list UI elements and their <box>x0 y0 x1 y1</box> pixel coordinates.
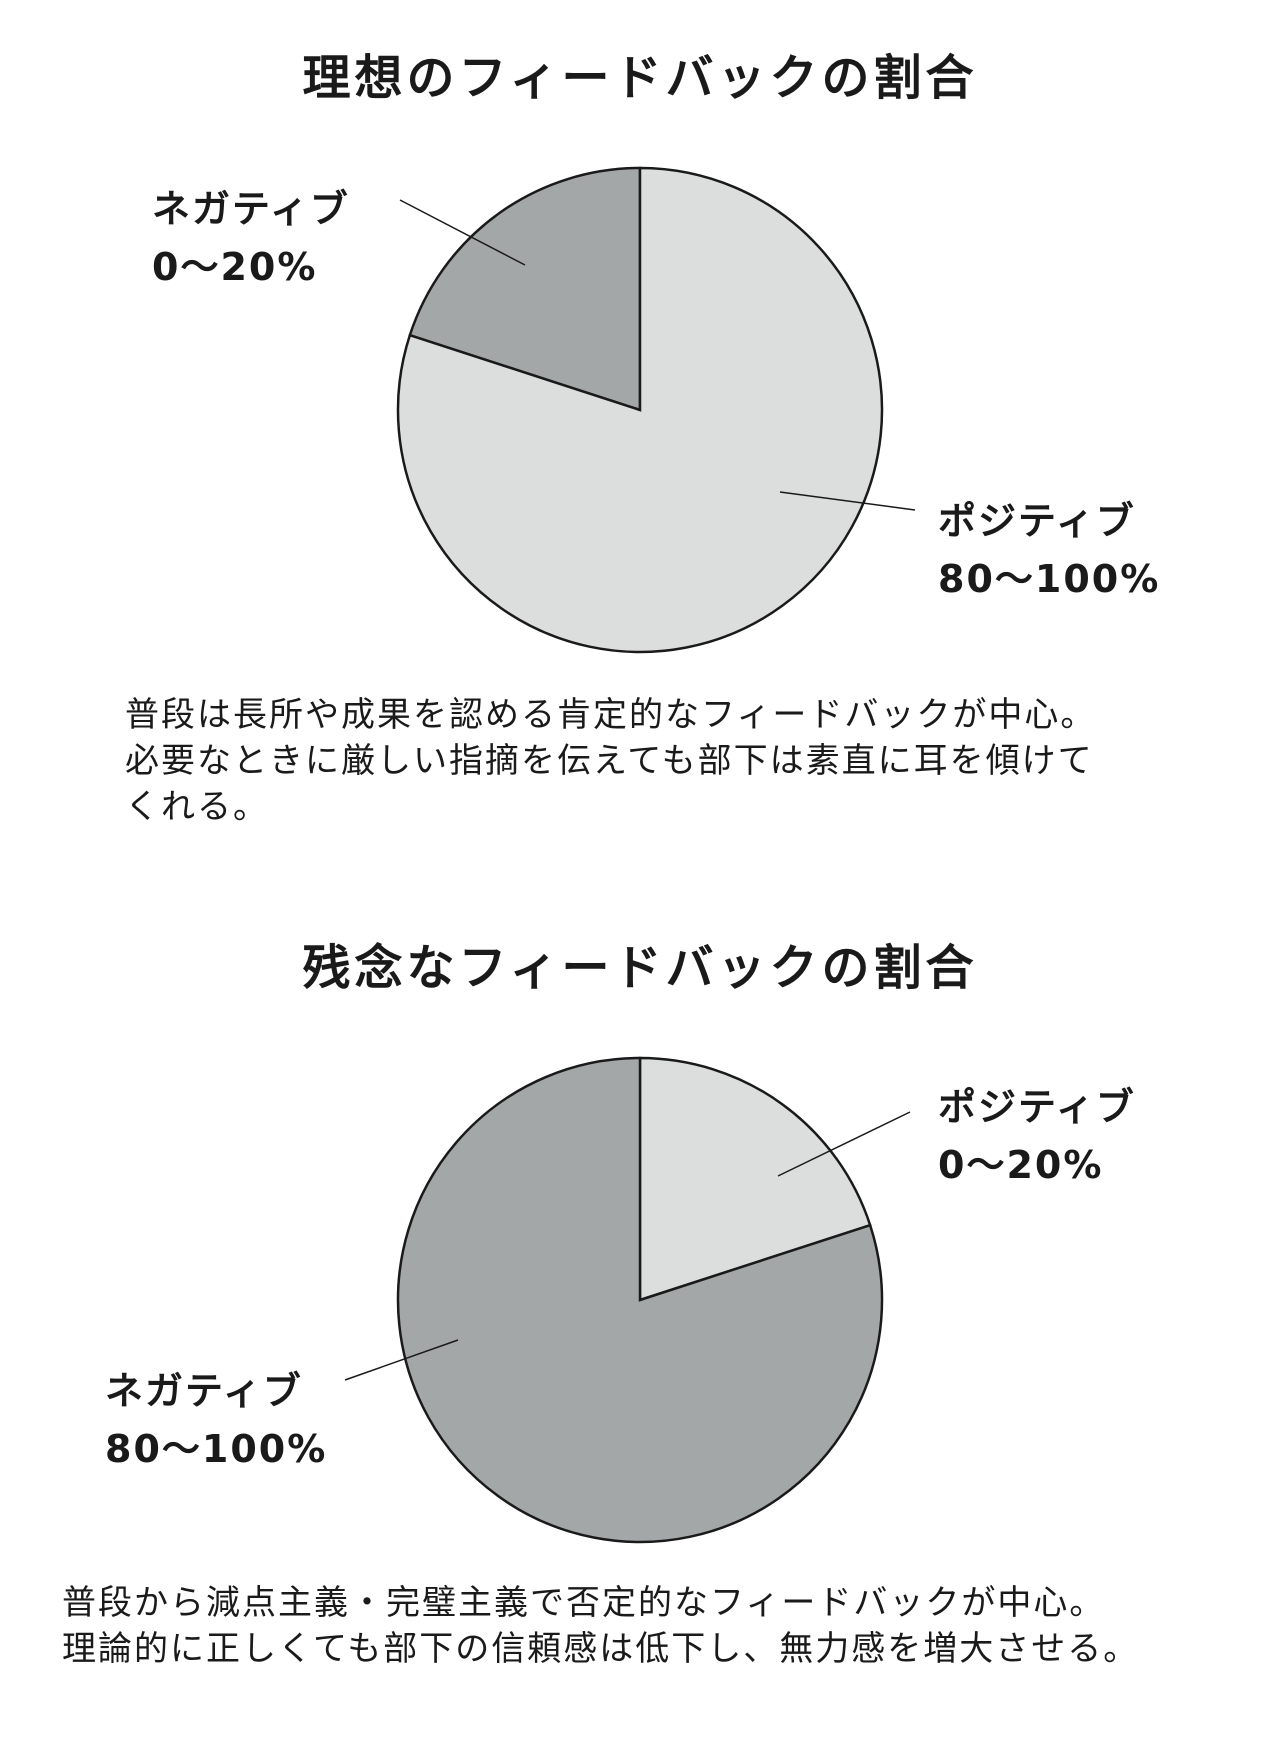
pie-slice-positive <box>396 166 884 654</box>
label-positive-name: ポジティブ <box>938 499 1136 543</box>
chart2-title: 残念なフィードバックの割合 <box>302 940 978 996</box>
chart1-title: 理想のフィードバックの割合 <box>302 50 978 106</box>
label-negative-value: 0〜20% <box>152 245 318 289</box>
chart2-caption: 普段から減点主義・完璧主義で否定的なフィードバックが中心。 理論的に正しくても部… <box>62 1580 1242 1672</box>
pie-slice-negative <box>396 1056 884 1544</box>
caption-line: くれる。 <box>125 787 269 827</box>
caption-line: 必要なときに厳しい指摘を伝えても部下は素直に耳を傾けて <box>125 741 1094 781</box>
label-negative-name: ネガティブ <box>152 187 350 231</box>
disappointing-feedback-pie <box>344 1056 911 1544</box>
leader-line-positive <box>777 1111 911 1177</box>
label-negative-value: 80〜100% <box>105 1427 328 1471</box>
label-positive-value: 80〜100% <box>938 557 1161 601</box>
label-positive-name: ポジティブ <box>938 1085 1136 1129</box>
leader-line-negative <box>344 1339 459 1381</box>
label-positive-value: 0〜20% <box>938 1143 1104 1187</box>
chart1-caption: 普段は長所や成果を認める肯定的なフィードバックが中心。 必要なときに厳しい指摘を… <box>125 692 1205 830</box>
label-positive: ポジティブ 0〜20% <box>938 1078 1136 1194</box>
label-negative: ネガティブ 80〜100% <box>105 1362 327 1478</box>
label-negative-name: ネガティブ <box>105 1369 303 1413</box>
label-positive: ポジティブ 80〜100% <box>938 492 1160 608</box>
pie-slice-negative <box>408 166 642 412</box>
ideal-feedback-pie <box>396 166 916 654</box>
leader-line-positive <box>779 491 916 511</box>
caption-line: 理論的に正しくても部下の信頼感は低下し、無力感を増大させる。 <box>62 1629 1140 1669</box>
caption-line: 普段は長所や成果を認める肯定的なフィードバックが中心。 <box>125 695 1097 735</box>
pie-slice-positive <box>638 1056 872 1302</box>
leader-line-negative <box>399 199 526 266</box>
label-negative: ネガティブ 0〜20% <box>152 180 350 296</box>
caption-line: 普段から減点主義・完璧主義で否定的なフィードバックが中心。 <box>62 1583 1106 1623</box>
